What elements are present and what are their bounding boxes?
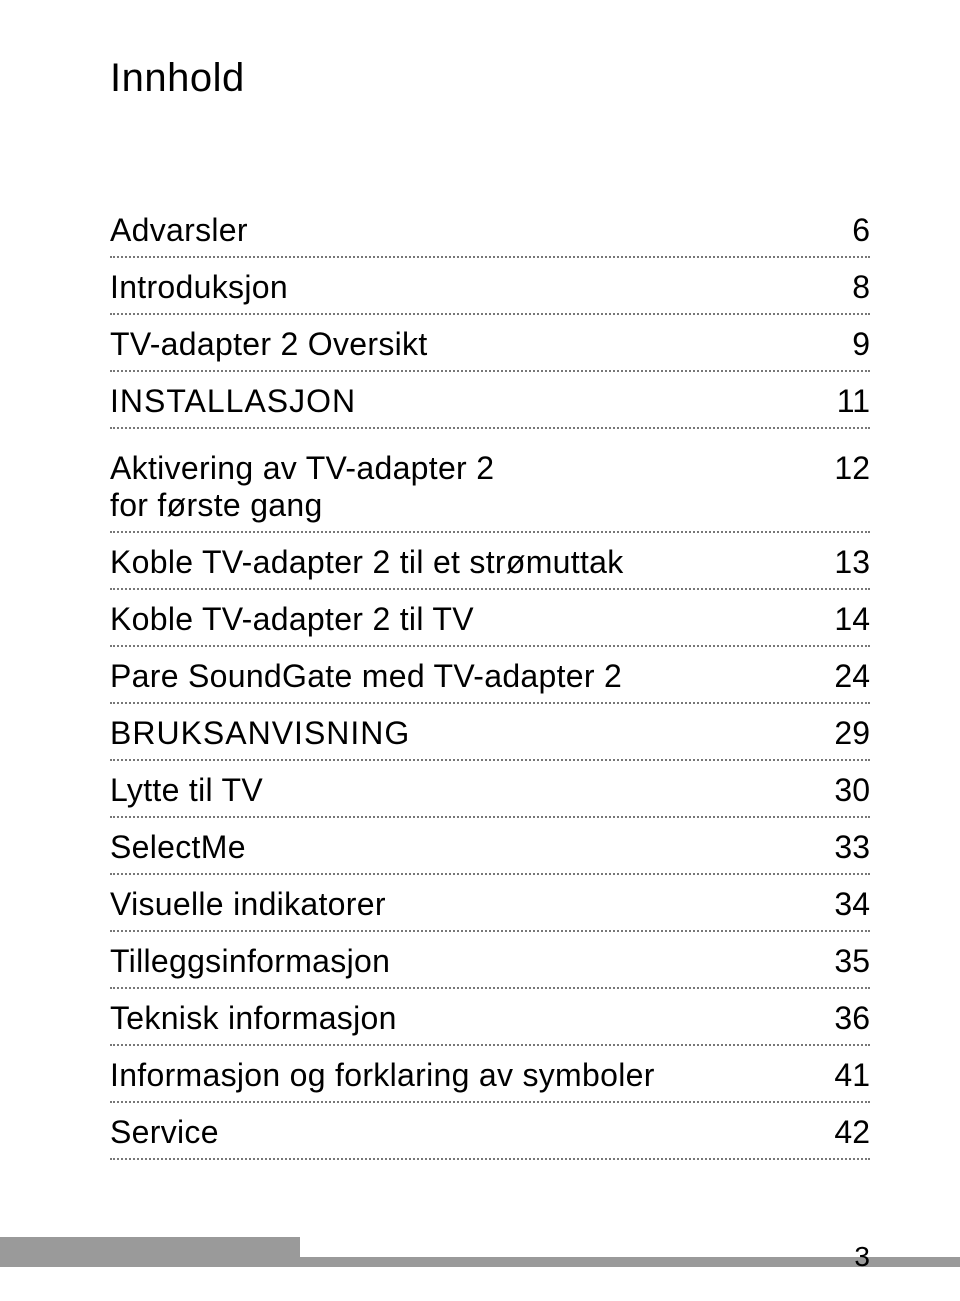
toc-row: Pare SoundGate med TV-adapter 2 24 bbox=[110, 647, 870, 704]
toc-label: BRUKSANVISNING bbox=[110, 715, 410, 752]
footer-stripe-full bbox=[0, 1257, 960, 1267]
toc-page-number: 11 bbox=[820, 383, 870, 420]
document-page: Innhold Advarsler 6 Introduksjon 8 TV-adapte… bbox=[0, 0, 960, 1301]
toc-label: TV-adapter 2 Oversikt bbox=[110, 326, 428, 363]
toc-label: Lytte til TV bbox=[110, 772, 263, 809]
toc-label: Visuelle indikatorer bbox=[110, 886, 386, 923]
toc-label: Service bbox=[110, 1114, 219, 1151]
toc-row: BRUKSANVISNING 29 bbox=[110, 704, 870, 761]
toc-row: Koble TV-adapter 2 til TV 14 bbox=[110, 590, 870, 647]
footer-stripe-short bbox=[0, 1237, 300, 1257]
toc-row: INSTALLASJON 11 bbox=[110, 372, 870, 429]
toc-label: Introduksjon bbox=[110, 269, 288, 306]
toc-label: Koble TV-adapter 2 til TV bbox=[110, 601, 474, 638]
toc-page-number: 41 bbox=[820, 1057, 870, 1094]
toc-page-number: 12 bbox=[820, 450, 870, 487]
toc-label: SelectMe bbox=[110, 829, 246, 866]
toc-label: Aktivering av TV-adapter 2for første gan… bbox=[110, 450, 494, 524]
toc-row: Informasjon og forklaring av symboler 41 bbox=[110, 1046, 870, 1103]
toc-page-number: 6 bbox=[820, 212, 870, 249]
toc-label: Teknisk informasjon bbox=[110, 1000, 397, 1037]
toc-label: Informasjon og forklaring av symboler bbox=[110, 1057, 655, 1094]
toc-row: Visuelle indikatorer 34 bbox=[110, 875, 870, 932]
toc-row: Koble TV-adapter 2 til et strømuttak 13 bbox=[110, 533, 870, 590]
toc-row: Introduksjon 8 bbox=[110, 258, 870, 315]
toc-row: Service 42 bbox=[110, 1103, 870, 1160]
toc-label-line: Aktivering av TV-adapter 2 bbox=[110, 450, 494, 487]
toc-row: Lytte til TV 30 bbox=[110, 761, 870, 818]
toc-page-number: 8 bbox=[820, 269, 870, 306]
toc-page-number: 35 bbox=[820, 943, 870, 980]
toc-row: Teknisk informasjon 36 bbox=[110, 989, 870, 1046]
toc-page-number: 42 bbox=[820, 1114, 870, 1151]
page-number: 3 bbox=[854, 1241, 870, 1273]
toc-page-number: 14 bbox=[820, 601, 870, 638]
toc-row: SelectMe 33 bbox=[110, 818, 870, 875]
table-of-contents: Advarsler 6 Introduksjon 8 TV-adapter 2 Over… bbox=[110, 201, 870, 1160]
toc-row: Aktivering av TV-adapter 2for første gan… bbox=[110, 439, 870, 533]
toc-row: TV-adapter 2 Oversikt 9 bbox=[110, 315, 870, 372]
toc-label: Advarsler bbox=[110, 212, 248, 249]
toc-page-number: 13 bbox=[820, 544, 870, 581]
toc-label: Pare SoundGate med TV-adapter 2 bbox=[110, 658, 622, 695]
toc-page-number: 24 bbox=[820, 658, 870, 695]
toc-page-number: 34 bbox=[820, 886, 870, 923]
toc-page-number: 33 bbox=[820, 829, 870, 866]
toc-label: INSTALLASJON bbox=[110, 383, 356, 420]
toc-label-line: for første gang bbox=[110, 487, 494, 524]
toc-page-number: 29 bbox=[820, 715, 870, 752]
toc-page-number: 9 bbox=[820, 326, 870, 363]
page-title: Innhold bbox=[110, 56, 870, 101]
toc-page-number: 36 bbox=[820, 1000, 870, 1037]
toc-label: Koble TV-adapter 2 til et strømuttak bbox=[110, 544, 624, 581]
toc-row: Tilleggsinformasjon 35 bbox=[110, 932, 870, 989]
toc-page-number: 30 bbox=[820, 772, 870, 809]
toc-label: Tilleggsinformasjon bbox=[110, 943, 390, 980]
toc-row: Advarsler 6 bbox=[110, 201, 870, 258]
